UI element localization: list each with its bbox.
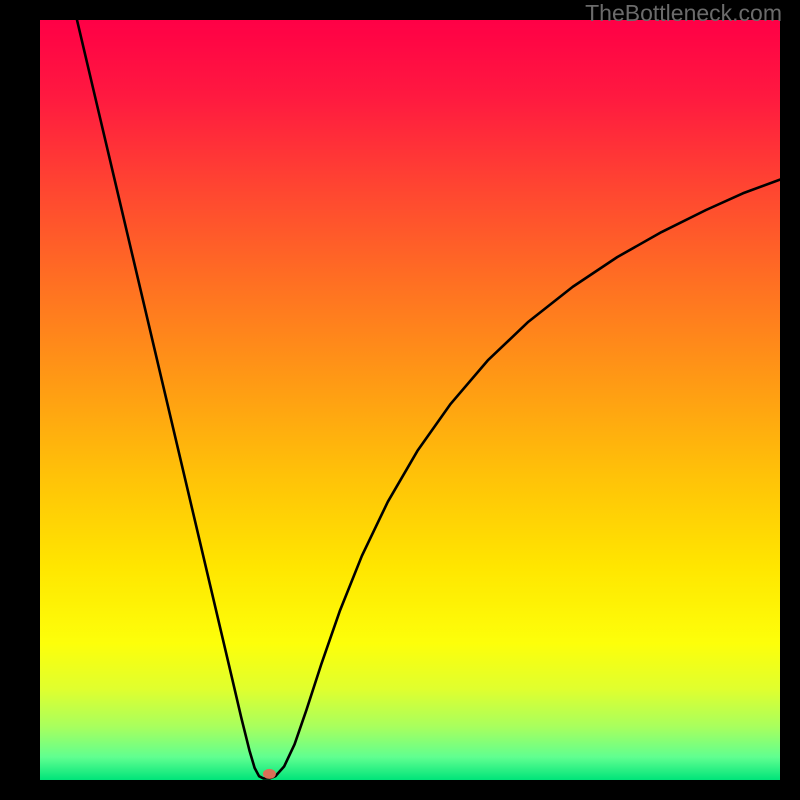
bottleneck-curve — [77, 20, 780, 778]
chart-container: TheBottleneck.com — [0, 0, 800, 800]
optimal-point-marker — [263, 769, 276, 779]
plot-area — [40, 20, 780, 780]
watermark-text: TheBottleneck.com — [585, 0, 782, 27]
chart-svg — [40, 20, 780, 780]
